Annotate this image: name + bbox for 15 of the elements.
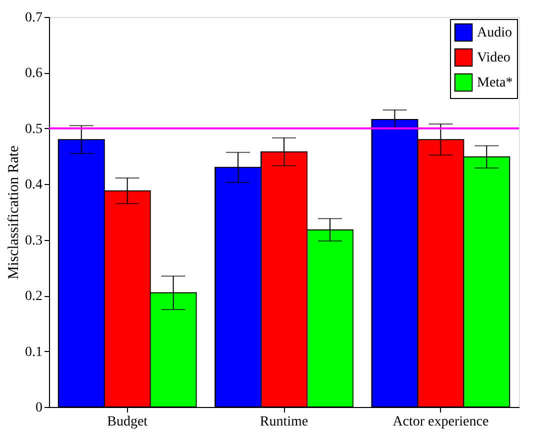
- legend-label: Meta*: [477, 76, 513, 90]
- y-tick-label: 0.2: [25, 289, 42, 304]
- y-tick-label: 0.5: [25, 122, 42, 137]
- y-tick-label: 0.4: [25, 178, 42, 193]
- y-tick-label: 0.1: [25, 344, 42, 360]
- x-tick-label: Actor experience: [392, 414, 489, 430]
- y-tick-label: 0.6: [25, 66, 42, 82]
- y-tick-label: 0.3: [25, 233, 42, 248]
- y-tick-label: 0.7: [25, 10, 42, 26]
- y-axis-title: Misclassification Rate: [6, 145, 22, 280]
- x-tick-label: Runtime: [260, 414, 308, 430]
- legend-label: Audio: [477, 26, 512, 40]
- y-tick-label: 0: [36, 400, 42, 416]
- x-tick-label: Budget: [107, 414, 148, 430]
- legend-label: Video: [477, 50, 510, 66]
